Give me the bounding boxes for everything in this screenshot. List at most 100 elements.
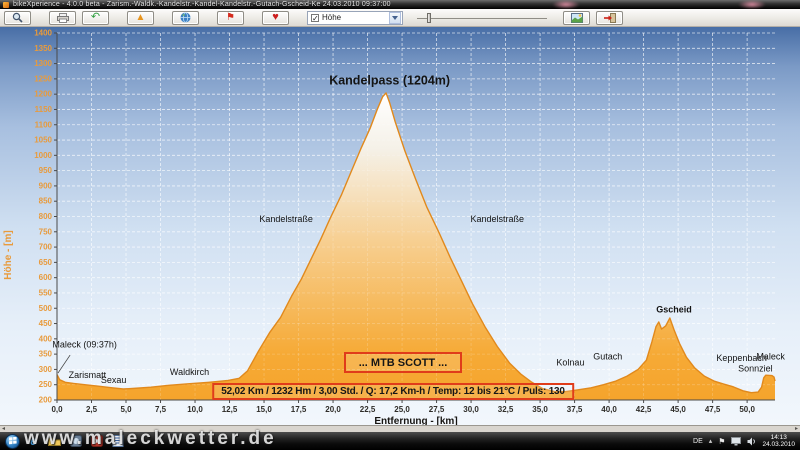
svg-text:550: 550 [39, 288, 53, 297]
svg-text:1350: 1350 [34, 44, 52, 53]
magnifier-icon [12, 12, 23, 23]
system-tray: DE ▴ ⚑ 14:13 24.03.2010 [693, 434, 800, 449]
svg-text:200: 200 [39, 396, 53, 405]
map-view-button[interactable] [563, 10, 590, 25]
tray-expand-icon[interactable]: ▴ [708, 438, 713, 445]
x-axis-title: Entfernung - [km] [374, 416, 457, 425]
scroll-right-icon[interactable]: ▸ [794, 426, 798, 432]
svg-text:750: 750 [39, 227, 53, 236]
chart-annotation: Zarismatt [69, 370, 107, 380]
zoom-tool-button[interactable] [4, 10, 31, 25]
titlebar-glare [738, 0, 766, 9]
taskbar-clock[interactable]: 14:13 24.03.2010 [762, 434, 795, 449]
window-titlebar[interactable]: bikeXperience - 4.0.0 beta - Zarism.-Wal… [0, 0, 800, 9]
svg-text:27,5: 27,5 [429, 405, 445, 414]
svg-text:37,5: 37,5 [567, 405, 583, 414]
svg-text:700: 700 [39, 243, 53, 252]
zoom-slider[interactable] [417, 11, 547, 25]
profile-view-button[interactable]: ▲ [127, 10, 154, 25]
chart-canvas: 0,0 2,5 5,0 7,5 10,0 12,5 15,0 17,5 20,0 22,5 25,0… [0, 27, 800, 425]
elevation-profile-chart[interactable]: 0,0 2,5 5,0 7,5 10,0 12,5 15,0 17,5 20,0 22,5 25,0… [0, 27, 800, 426]
svg-text:5,0: 5,0 [120, 405, 132, 414]
chart-annotation: Waldkirch [170, 367, 209, 377]
svg-text:15,0: 15,0 [256, 405, 272, 414]
svg-text:30,0: 30,0 [463, 405, 479, 414]
svg-text:22,5: 22,5 [360, 405, 376, 414]
chart-annotation: Kandelstraße [259, 214, 313, 224]
svg-text:20,0: 20,0 [325, 405, 341, 414]
slider-thumb[interactable] [427, 12, 432, 23]
start-button[interactable] [5, 433, 20, 449]
network-icon[interactable] [731, 436, 742, 446]
app-icon [3, 1, 9, 8]
map-picture-icon [570, 12, 583, 23]
browser-icon: e [30, 434, 37, 448]
heart-rate-button[interactable]: ♥ [262, 10, 289, 25]
svg-text:1200: 1200 [34, 90, 52, 99]
scroll-left-icon[interactable]: ◂ [2, 426, 6, 432]
svg-text:300: 300 [39, 365, 53, 374]
series-checkbox[interactable]: ✓ [311, 13, 319, 23]
svg-text:40,0: 40,0 [601, 405, 617, 414]
chart-annotation: Sonnziel [738, 363, 773, 373]
speaker-icon[interactable] [747, 437, 756, 446]
taskbar-app-closed[interactable] [90, 435, 103, 448]
elevation-area [57, 92, 775, 401]
chart-annotation: Maleck [756, 351, 785, 361]
titlebar-glare [552, 0, 580, 9]
chart-annotation: Keppenbach [716, 353, 767, 363]
windows-logo-icon [8, 437, 17, 445]
undo-button[interactable]: ↶ [82, 10, 109, 25]
svg-text:1100: 1100 [35, 120, 53, 129]
chart-annotation: Gutach [593, 352, 622, 362]
taskbar-app-media[interactable] [69, 435, 82, 448]
red-x-app-icon [90, 435, 103, 447]
svg-text:32,5: 32,5 [498, 405, 514, 414]
svg-text:400: 400 [39, 334, 53, 343]
flag-marker-button[interactable]: ⚑ [217, 10, 244, 25]
y-axis-title: Höhe - [m] [3, 230, 14, 279]
svg-text:800: 800 [39, 212, 53, 221]
svg-text:25,0: 25,0 [394, 405, 410, 414]
taskbar-app-browser[interactable]: e [27, 434, 40, 448]
svg-text:1000: 1000 [34, 151, 52, 160]
chevron-down-icon [392, 15, 398, 20]
export-button[interactable] [596, 10, 623, 25]
export-door-icon [603, 12, 616, 23]
series-label: Höhe [322, 13, 342, 22]
mountain-profile-icon: ▲ [135, 11, 146, 23]
svg-text:1300: 1300 [34, 59, 52, 68]
printer-icon [56, 12, 69, 23]
svg-text:1050: 1050 [34, 136, 52, 145]
svg-text:12,5: 12,5 [222, 405, 238, 414]
toolbar: ↶ ▲ ⚑ ♥ ✓ Höhe [0, 9, 800, 27]
bike-label-text: ... MTB SCOTT ... [358, 356, 448, 369]
svg-text:42,5: 42,5 [636, 405, 652, 414]
flag-icon: ⚑ [226, 11, 235, 23]
language-indicator[interactable]: DE [693, 437, 703, 445]
globe-view-button[interactable] [172, 10, 199, 25]
svg-text:1400: 1400 [34, 29, 52, 38]
globe-icon [180, 12, 191, 23]
clock-time: 14:13 [770, 433, 787, 441]
taskbar-app-explorer[interactable] [48, 435, 61, 448]
action-center-flag-icon[interactable]: ⚑ [718, 436, 726, 446]
heart-icon: ♥ [272, 11, 279, 23]
document-app-icon [112, 435, 123, 447]
svg-text:500: 500 [39, 304, 53, 313]
combo-dropdown-button[interactable] [389, 11, 401, 24]
svg-text:1250: 1250 [34, 74, 52, 83]
horizontal-scrollbar[interactable]: ◂ ▸ [0, 425, 800, 432]
svg-text:850: 850 [39, 197, 53, 206]
svg-text:350: 350 [39, 350, 53, 359]
print-button[interactable] [49, 10, 76, 25]
chart-annotation: Kandelstraße [471, 214, 525, 224]
series-select-combo[interactable]: ✓ Höhe [307, 10, 403, 25]
svg-text:650: 650 [39, 258, 53, 267]
taskbar-app-office[interactable] [111, 435, 124, 448]
svg-text:600: 600 [39, 273, 53, 282]
media-app-icon [69, 435, 82, 447]
svg-text:50,0: 50,0 [739, 405, 755, 414]
svg-text:7,5: 7,5 [155, 405, 167, 414]
svg-text:35,0: 35,0 [532, 405, 548, 414]
